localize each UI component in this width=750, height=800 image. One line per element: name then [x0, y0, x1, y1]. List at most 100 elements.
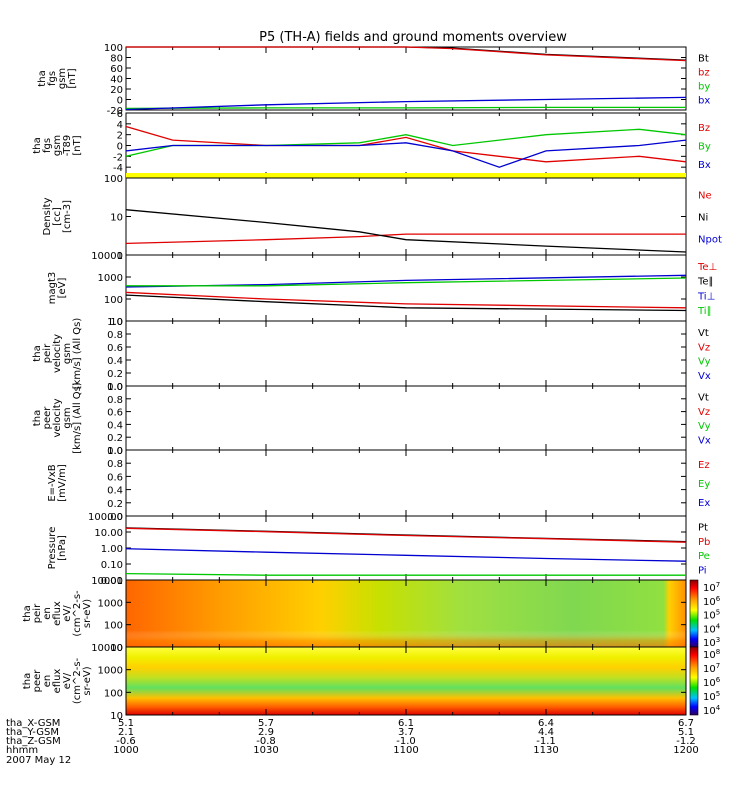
orbit-value: 5.7: [258, 718, 274, 729]
series-line-Ni: [125, 209, 687, 253]
y-tick-label: 10: [110, 643, 123, 654]
y-tick-label: 0.0: [107, 382, 123, 393]
y-tick-label: 10: [110, 711, 123, 722]
y-tick-label: 1.0: [107, 317, 123, 328]
y-tick-label: -4: [113, 163, 123, 174]
panel-frame: [125, 385, 687, 451]
chart-title: P5 (TH-A) fields and ground moments over…: [259, 30, 567, 45]
legend-label-Pb: Pb: [698, 537, 710, 548]
y-tick-label: 10.00: [94, 528, 123, 539]
legend-label-Te∥: Te∥: [697, 277, 714, 288]
legend-label-Vy: Vy: [698, 357, 711, 368]
orbit-value: 1030: [253, 745, 278, 756]
orbit-value: 2.1: [118, 727, 134, 738]
series-line-Ne: [125, 233, 686, 245]
series-line-bz: [126, 46, 687, 62]
y-axis-label: tha fgs gsm -T89 [nT]: [32, 135, 83, 157]
legend-label-bz: bz: [698, 68, 710, 79]
legend-label-By: By: [698, 142, 711, 153]
legend-label-Vt: Vt: [698, 328, 709, 339]
y-tick-label: 6: [117, 109, 123, 120]
orbit-value: 3.7: [398, 727, 414, 738]
series-line-bx: [125, 96, 687, 111]
orbit-value: 5.1: [118, 718, 134, 729]
y-axis-label-line: [nT]: [67, 68, 78, 88]
orbit-value: 6.7: [678, 718, 694, 729]
orbit-value: 2.9: [258, 727, 274, 738]
y-axis-label-line: gsm: [62, 407, 73, 428]
y-axis-label-line: tha: [22, 673, 33, 689]
y-tick-label: 100: [104, 295, 123, 306]
legend-label-Ni: Ni: [698, 213, 708, 224]
y-axis-label-line: peer: [42, 406, 53, 430]
y-axis-label-line: [km/s] (All Qs): [72, 382, 83, 454]
y-axis-label: Pressure [nPa]: [47, 527, 68, 570]
y-axis-label-line: (cm^2-s-: [72, 657, 83, 704]
y-tick-label: 10: [110, 213, 123, 224]
orbit-row-label: tha_Y-GSM: [6, 727, 59, 738]
y-tick-label: 100.00: [88, 512, 123, 523]
series-line-Te⊥: [125, 291, 687, 309]
colorbar-tick-label: 105: [703, 609, 720, 622]
y-tick-label: 20: [110, 85, 123, 96]
legend-label-Vt: Vt: [698, 393, 709, 404]
y-axis-label: tha peir velocity gsm [km/s] (All Qs): [32, 318, 83, 390]
y-axis-label-line: eflux: [52, 669, 63, 694]
orbit-value: 1200: [673, 745, 698, 756]
y-axis-label-line: tha: [32, 410, 43, 426]
y-tick-label: 0.10: [101, 560, 123, 571]
panel-temperature: 10000 1000 100 10 magt3 [eV] Te⊥ Te∥ Ti⊥ Ti∥: [47, 251, 717, 328]
legend-label-Bz: Bz: [698, 123, 710, 134]
y-tick-label: 40: [110, 75, 123, 86]
panel-density: 100 10 1 Density [cc] [cm-3] Ne Ni Npot: [42, 174, 722, 262]
y-axis-label-line: [eV]: [57, 278, 68, 299]
y-tick-label: 0.4: [107, 356, 123, 367]
series-line-Pe: [125, 572, 686, 576]
y-tick-label: 80: [110, 54, 123, 65]
y-axis-label: tha fgs gsm [nT]: [37, 68, 78, 89]
y-axis-label-line: tha: [32, 137, 43, 153]
y-tick-label: 0.6: [107, 408, 123, 419]
y-tick-label: 10000: [91, 576, 123, 587]
orbit-value: -1.1: [536, 736, 556, 747]
y-tick-label: 0.2: [107, 369, 123, 380]
legend-label-Pt: Pt: [698, 523, 708, 534]
legend-label-Bt: Bt: [698, 54, 709, 65]
y-tick-label: 0.8: [107, 459, 123, 470]
colorbar: [689, 646, 699, 716]
y-tick-label: 0: [117, 96, 123, 107]
orbit-row-label: tha_Z-GSM: [6, 736, 61, 747]
orbit-value: 4.4: [538, 727, 554, 738]
y-tick-label: 100: [104, 688, 123, 699]
legend-label-by: by: [698, 82, 710, 93]
y-axis-label-line: peir: [32, 603, 43, 623]
legend-label-Ey: Ey: [698, 479, 710, 490]
legend-label-Vx: Vx: [698, 435, 711, 446]
y-axis-label-line: -T89: [62, 135, 73, 157]
panel-frame: [125, 515, 687, 581]
colorbar-tick-label: 105: [703, 690, 720, 703]
y-axis-label-line: fgs: [42, 138, 53, 153]
y-axis-label-line: gsm: [52, 135, 63, 156]
legend-label-Te⊥: Te⊥: [697, 262, 717, 273]
legend-label-Ti⊥: Ti⊥: [697, 291, 715, 302]
legend-label-Vx: Vx: [698, 371, 711, 382]
y-axis-label-line: sr-eV): [82, 599, 93, 628]
y-axis-label-line: [nPa]: [57, 535, 68, 561]
y-axis-label-line: fgs: [47, 71, 58, 86]
y-axis-label-line: peir: [42, 343, 53, 363]
y-tick-label: -2: [113, 152, 123, 163]
legend-label-bx: bx: [698, 96, 710, 107]
flag-bar: [126, 173, 686, 178]
colorbar-tick-label: 107: [703, 662, 720, 675]
y-axis-label-line: tha: [37, 70, 48, 86]
y-axis-label-line: [cc]: [52, 207, 63, 226]
panel-peir-velocity: 1.0 0.8 0.6 0.4 0.2 0.0 tha peir velocity gsm [km/…: [32, 317, 711, 393]
y-tick-label: 0.2: [107, 499, 123, 510]
y-axis-label-line: [mV/m]: [57, 464, 68, 502]
panel-frame: [125, 320, 687, 387]
y-tick-label: 60: [110, 64, 123, 75]
